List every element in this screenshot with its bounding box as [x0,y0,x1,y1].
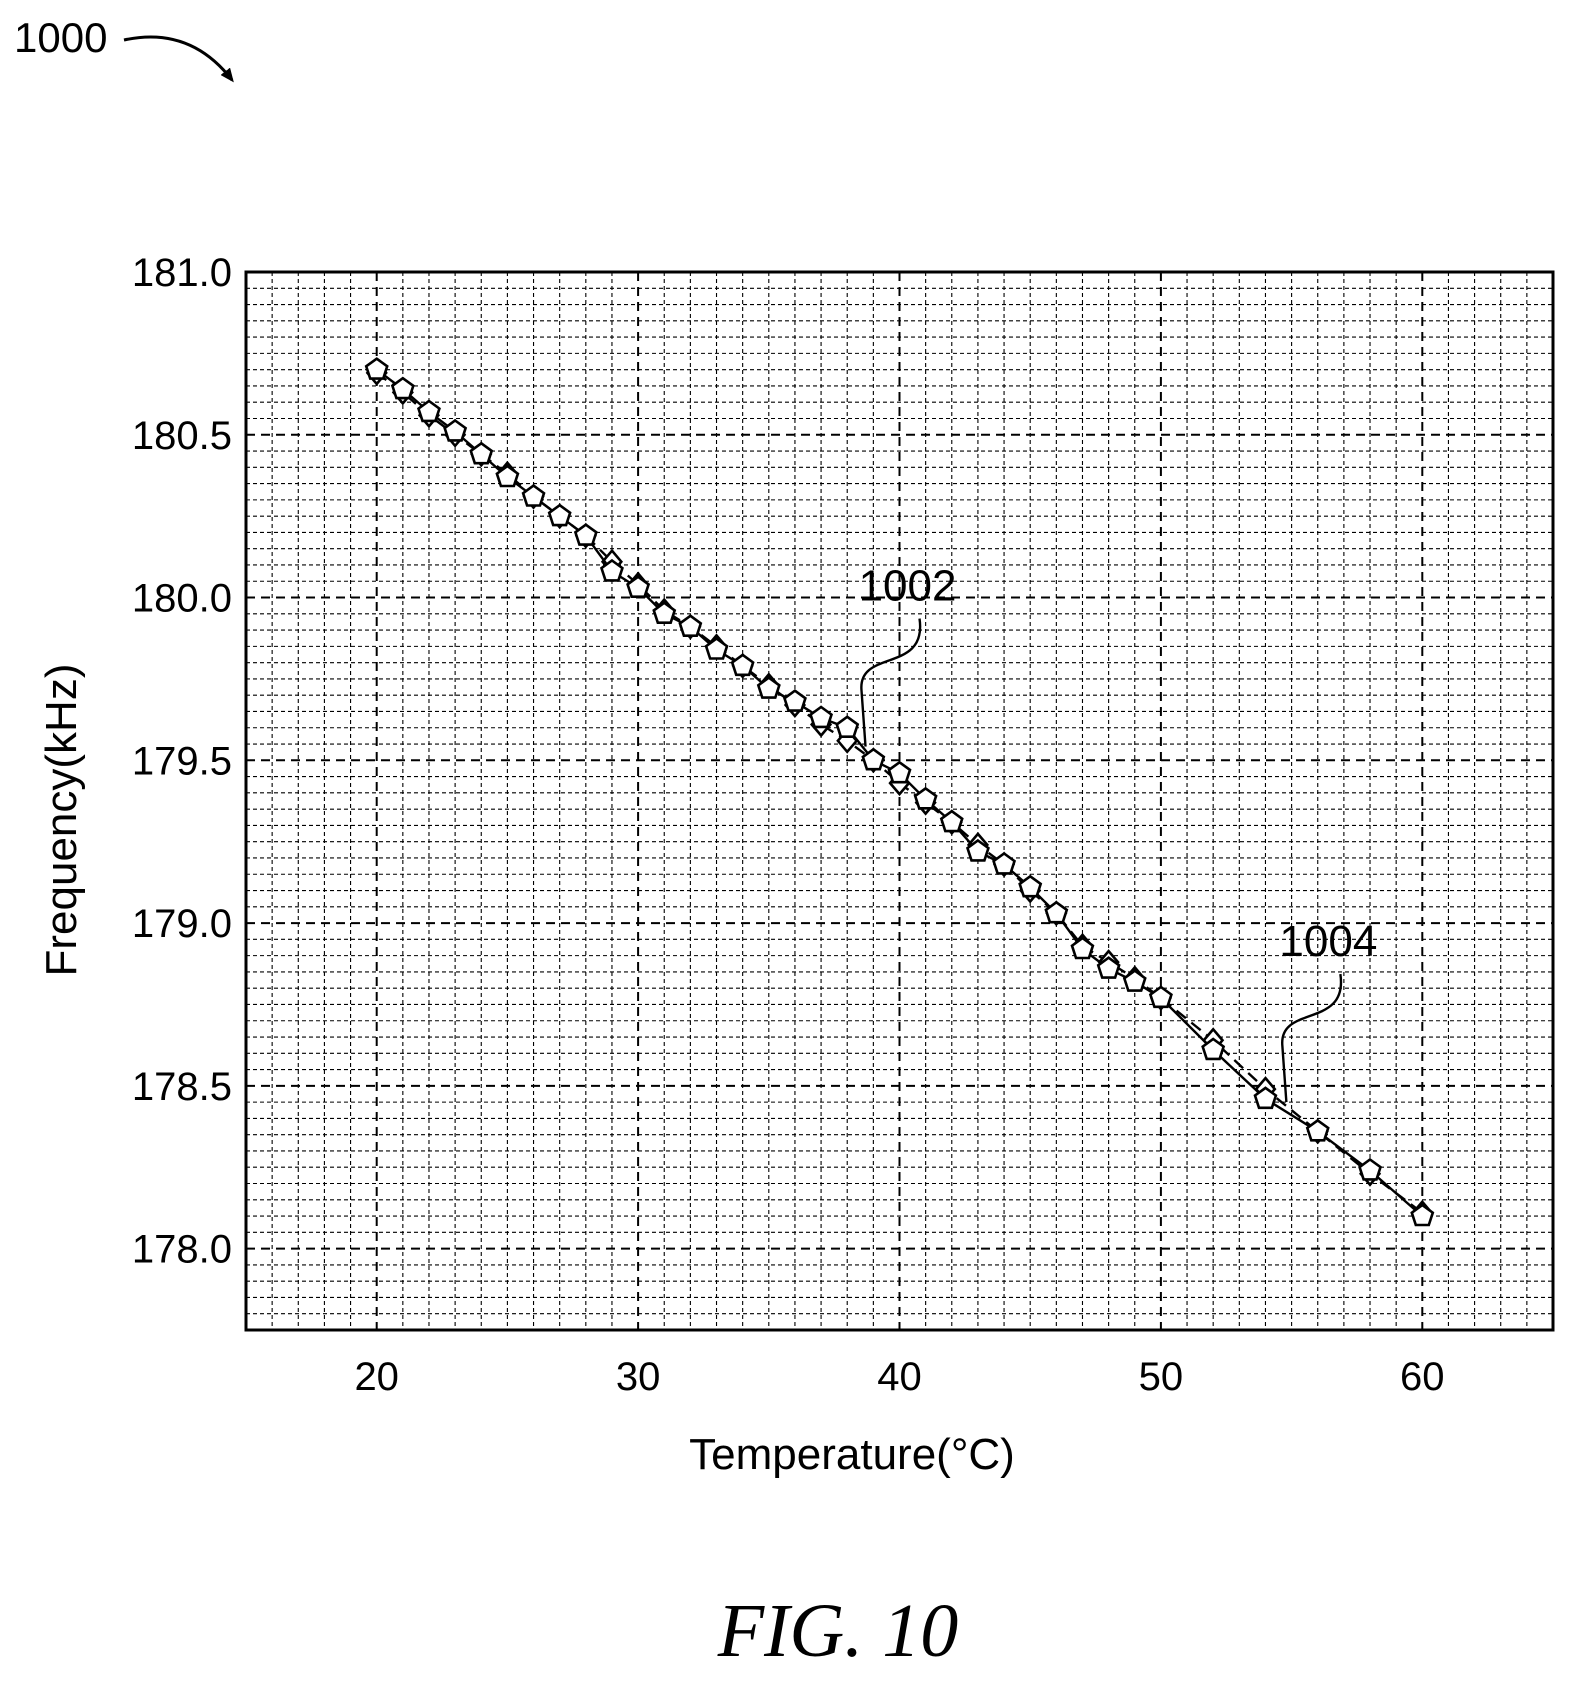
pentagon-marker [573,523,598,546]
plot-area: 20 30 40 50 60 178.0 178.5 179.0 179.5 180.0 180.… [132,251,1555,1399]
pentagon-marker [469,441,494,465]
x-tick-label: 20 [354,1355,399,1399]
y-tick-label: 181.0 [132,251,232,295]
pentagon-marker [416,399,441,423]
figure-reference-number: 1000 [14,14,107,61]
pentagon-marker [730,653,755,677]
x-tick-label: 50 [1139,1355,1184,1399]
pentagon-marker [887,760,912,784]
pentagon-marker [704,636,729,660]
major-grid [246,272,1553,1330]
pentagon-marker [495,464,520,488]
pentagon-marker [1201,1037,1226,1061]
callout-label-1004: 1004 [1279,917,1377,966]
pentagon-marker [1410,1203,1435,1227]
callout-label-1002: 1002 [859,562,957,611]
series-1002 [364,357,1435,1227]
pentagon-marker [1018,874,1043,898]
y-tick-label: 179.5 [132,739,232,783]
x-tick-label: 30 [616,1355,661,1399]
y-tick-label: 178.5 [132,1065,232,1109]
pentagon-marker [1305,1118,1330,1142]
y-axis-title: Frequency(kHz) [37,664,86,977]
pentagon-marker [939,809,964,833]
pentagon-marker [809,705,834,729]
pentagon-marker [1044,900,1069,924]
pentagon-marker [626,575,651,599]
callout-leader-1004 [1281,973,1343,1103]
pentagon-marker [1096,956,1121,979]
pentagon-marker [1122,969,1147,992]
y-tick-label: 178.0 [132,1228,232,1272]
x-axis-title: Temperature(°C) [689,1430,1015,1479]
pentagon-marker [1358,1157,1383,1181]
pentagon-marker [756,676,781,699]
pentagon-marker [782,689,807,712]
x-tick-label: 40 [877,1355,922,1399]
pentagon-marker [364,357,389,380]
reference-arrow [123,35,234,83]
x-tick-label: 60 [1400,1355,1445,1399]
pentagon-marker [992,851,1017,875]
pentagon-marker [652,601,677,625]
y-tick-label: 179.0 [132,902,232,946]
pentagon-marker [861,747,886,771]
pentagon-marker [1253,1086,1278,1110]
pentagon-marker [443,418,468,442]
y-tick-label: 180.5 [132,414,232,458]
y-axis-ticks: 178.0 178.5 179.0 179.5 180.0 180.5 181.0 [132,251,232,1272]
pentagon-marker [835,715,860,739]
pentagon-marker [1148,985,1173,1009]
callouts: 1002 1004 [859,562,1377,1103]
pentagon-marker [599,558,624,582]
pentagon-marker [390,376,415,400]
y-tick-label: 180.0 [132,577,232,621]
figure-caption: FIG. 10 [717,1589,959,1673]
pentagon-marker [678,614,703,638]
plot-frame [244,270,1555,1332]
pentagon-marker [1070,936,1095,960]
x-axis-ticks: 20 30 40 50 60 [354,1355,1444,1399]
pentagon-marker [547,503,572,527]
pentagon-marker [913,786,938,810]
callout-leader-1002 [860,618,922,747]
pentagon-marker [521,483,546,507]
pentagon-marker [965,838,990,862]
